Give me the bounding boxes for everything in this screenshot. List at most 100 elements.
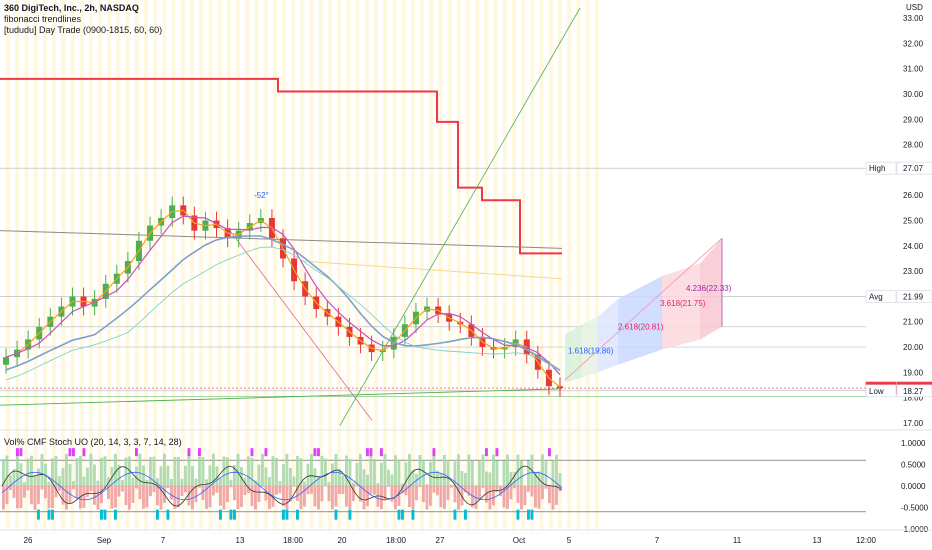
fib-label: 4.236(22.33) <box>686 284 732 293</box>
volume-bar-up <box>233 464 236 486</box>
time-tick-label: 12:00 <box>856 536 877 545</box>
volume-bar-down <box>250 486 254 506</box>
volume-bar-down <box>310 486 313 494</box>
volume-bar-down <box>72 486 75 490</box>
volume-bar-up <box>471 460 474 486</box>
volume-bar-up <box>331 463 334 486</box>
price-tag-label: Low <box>869 387 884 396</box>
osc-tick-label: 1.0000 <box>901 439 926 448</box>
volume-bar-down <box>436 486 439 496</box>
indicator-day-trade[interactable]: [tududu] Day Trade (0900-1815, 60, 60) <box>4 25 163 35</box>
volume-bar-down <box>327 486 331 502</box>
volume-bar-up <box>397 459 401 486</box>
session-band <box>420 0 424 530</box>
session-band <box>199 0 204 530</box>
session-band <box>190 0 194 530</box>
volume-bar-up <box>184 465 187 486</box>
volume-bar-down <box>467 486 471 496</box>
volume-bar-up <box>436 470 439 486</box>
volume-bar-up <box>166 465 170 486</box>
session-band <box>33 0 38 530</box>
volume-bar-up <box>289 467 292 486</box>
volume-bar-down <box>44 486 47 499</box>
session-band <box>300 0 305 530</box>
volume-bar-down <box>261 486 264 487</box>
session-band <box>208 0 213 530</box>
time-tick-label: 7 <box>655 536 660 545</box>
volume-bar-down <box>425 486 429 510</box>
ultimate-osc-low <box>401 509 404 520</box>
volume-bar-down <box>33 486 37 510</box>
volume-bar-up <box>61 468 65 486</box>
ultimate-osc-low <box>156 509 159 520</box>
volume-bar-down <box>2 486 5 510</box>
volume-bar-up <box>516 454 520 486</box>
volume-bar-up <box>65 453 68 486</box>
ultimate-osc-high <box>369 448 373 457</box>
volume-bar-down <box>306 486 310 495</box>
session-band <box>217 0 222 530</box>
ultimate-osc-high <box>19 448 23 457</box>
ultimate-osc-high <box>380 448 383 457</box>
ultimate-osc-high <box>548 448 551 457</box>
volume-bar-down <box>75 486 79 499</box>
session-band <box>88 0 93 530</box>
time-tick-label: 5 <box>567 536 572 545</box>
volume-bar-up <box>264 467 268 486</box>
volume-bar-up <box>310 453 313 486</box>
price-tag-value-box <box>896 290 932 303</box>
volume-bar-down <box>334 486 338 507</box>
volume-bar-up <box>534 472 537 486</box>
volume-bar-up <box>107 477 110 486</box>
volume-bar-up <box>369 455 373 486</box>
price-tag-label-box <box>865 384 897 398</box>
ultimate-osc-low <box>100 509 103 520</box>
volume-bar-down <box>219 486 222 506</box>
volume-bar-up <box>373 459 376 486</box>
ultimate-osc-high <box>16 448 19 457</box>
oscillator-pane <box>0 448 866 520</box>
volume-bar-up <box>506 454 509 486</box>
volume-bar-down <box>348 486 352 510</box>
volume-bar-up <box>443 454 446 486</box>
session-band <box>79 0 84 530</box>
volume-bar-up <box>128 456 131 486</box>
ultimate-osc-low <box>282 509 285 520</box>
volume-bar-down <box>404 486 408 495</box>
volume-bar-up <box>82 476 86 486</box>
session-band <box>392 0 397 530</box>
volume-bar-down <box>166 486 170 489</box>
price-tick-label: 21.00 <box>903 318 924 327</box>
volume-bar-up <box>408 454 411 486</box>
volume-bar-up <box>268 476 271 486</box>
osc-tick-label: 0.0000 <box>901 482 926 491</box>
volume-bar-up <box>275 457 278 486</box>
volume-bar-down <box>369 486 373 494</box>
volume-bar-down <box>299 486 303 510</box>
ultimate-osc-low <box>334 509 338 520</box>
indicator-fib-trendlines[interactable]: fibonacci trendlines <box>4 14 82 24</box>
volume-bar-down <box>495 486 499 493</box>
price-tick-label: 20.00 <box>903 343 924 352</box>
volume-bar-down <box>397 486 401 507</box>
session-band <box>438 0 443 530</box>
volume-bar-up <box>40 453 44 486</box>
volume-bar-up <box>457 454 460 486</box>
volume-bar-down <box>352 486 355 501</box>
volume-bar-up <box>138 453 142 486</box>
volume-bar-down <box>296 486 299 501</box>
oscillator-legend[interactable]: Vol% CMF Stoch UO (20, 14, 3, 3, 7, 14, … <box>4 437 182 447</box>
session-band <box>162 0 167 530</box>
session-band <box>337 0 342 530</box>
volume-bar-up <box>173 457 177 486</box>
volume-bar-down <box>541 486 544 500</box>
fib-label: 1.618(19.86) <box>568 347 614 356</box>
volume-bar-down <box>184 486 187 493</box>
volume-bar-down <box>177 486 180 508</box>
volume-bar-down <box>215 486 219 493</box>
volume-bar-up <box>485 471 488 486</box>
volume-bar-down <box>499 486 502 497</box>
volume-bar-down <box>236 486 240 510</box>
volume-bar-up <box>429 461 432 486</box>
